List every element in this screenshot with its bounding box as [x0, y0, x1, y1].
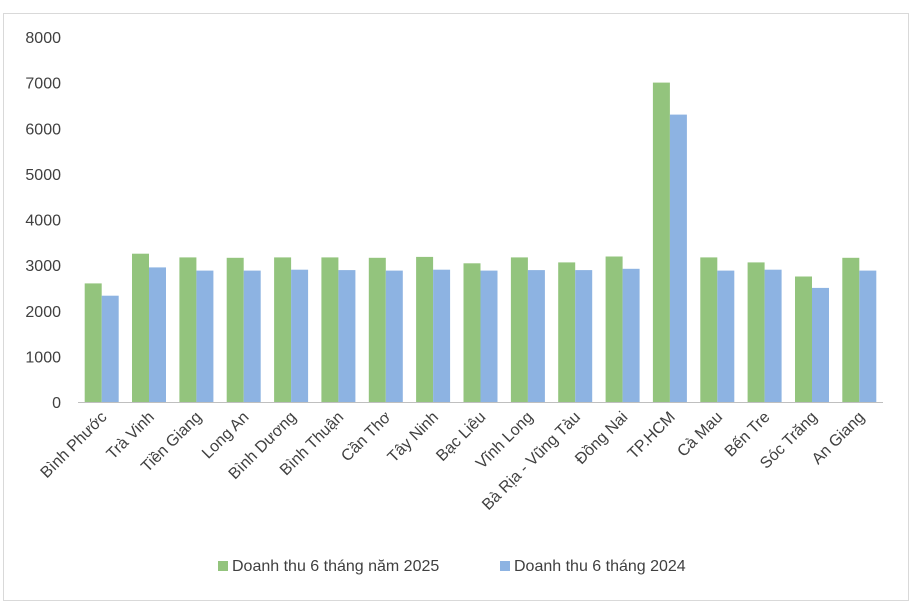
bar-2025-4 [226, 257, 244, 402]
bar-2025-8 [416, 256, 434, 402]
bar-2024-1 [101, 295, 119, 402]
bar-2024-6 [338, 270, 356, 402]
bar-2024-2 [149, 267, 166, 402]
bar-2024-13 [669, 114, 687, 402]
y-tick-label: 8000 [25, 30, 61, 47]
bar-2025-13 [652, 82, 670, 402]
bar-2025-16 [795, 276, 812, 402]
bar-2025-1 [84, 283, 102, 402]
bar-2024-7 [385, 270, 403, 402]
bar-2024-8 [433, 269, 451, 402]
bar-2024-15 [764, 269, 782, 402]
category-label: Bình Phước [38, 409, 111, 482]
y-axis-ticks: 0 1000 2000 3000 4000 5000 6000 7000 8000 [25, 30, 61, 412]
category-label: Cà Mau [674, 409, 726, 461]
bar-2025-9 [463, 263, 481, 402]
bar-2025-6 [321, 257, 339, 402]
bar-2025-11 [558, 262, 576, 402]
legend-label: Doanh thu 6 tháng năm 2025 [232, 558, 439, 575]
y-tick-label: 4000 [25, 213, 61, 230]
y-tick-label: 3000 [25, 258, 61, 275]
bar-2024-16 [812, 287, 829, 402]
legend-swatch [500, 561, 510, 571]
bar-2025-2 [132, 253, 149, 402]
bar-2024-3 [196, 270, 214, 402]
bar-2024-9 [480, 270, 498, 402]
legend-label: Doanh thu 6 tháng 2024 [514, 558, 686, 575]
bar-2025-7 [368, 257, 386, 402]
y-tick-label: 7000 [25, 76, 61, 93]
bar-2024-12 [622, 268, 640, 402]
bar-2024-5 [291, 269, 309, 402]
y-tick-label: 5000 [25, 167, 61, 184]
bar-2025-17 [842, 257, 860, 402]
bar-2024-4 [243, 270, 261, 402]
bar-2024-17 [859, 270, 877, 402]
y-tick-label: 6000 [25, 121, 61, 138]
category-label: TP.HCM [625, 409, 679, 463]
bar-2025-14 [700, 257, 718, 402]
legend: Doanh thu 6 tháng năm 2025 Doanh thu 6 th… [218, 558, 686, 575]
y-tick-label: 0 [52, 395, 61, 412]
bars [84, 82, 877, 402]
category-label: Đồng Nai [572, 409, 631, 468]
category-label: Tây Ninh [385, 409, 442, 466]
y-tick-label: 1000 [25, 349, 61, 366]
bar-2025-15 [747, 262, 765, 402]
bar-2024-11 [575, 270, 593, 402]
bar-2025-5 [274, 257, 292, 402]
category-label: An Giang [809, 409, 868, 468]
bar-2025-3 [179, 257, 197, 402]
bar-2025-10 [510, 257, 528, 402]
y-tick-label: 2000 [25, 304, 61, 321]
bar-2024-10 [527, 270, 545, 402]
bar-2025-12 [605, 256, 623, 402]
bar-2024-14 [717, 270, 735, 402]
legend-swatch [218, 561, 228, 571]
